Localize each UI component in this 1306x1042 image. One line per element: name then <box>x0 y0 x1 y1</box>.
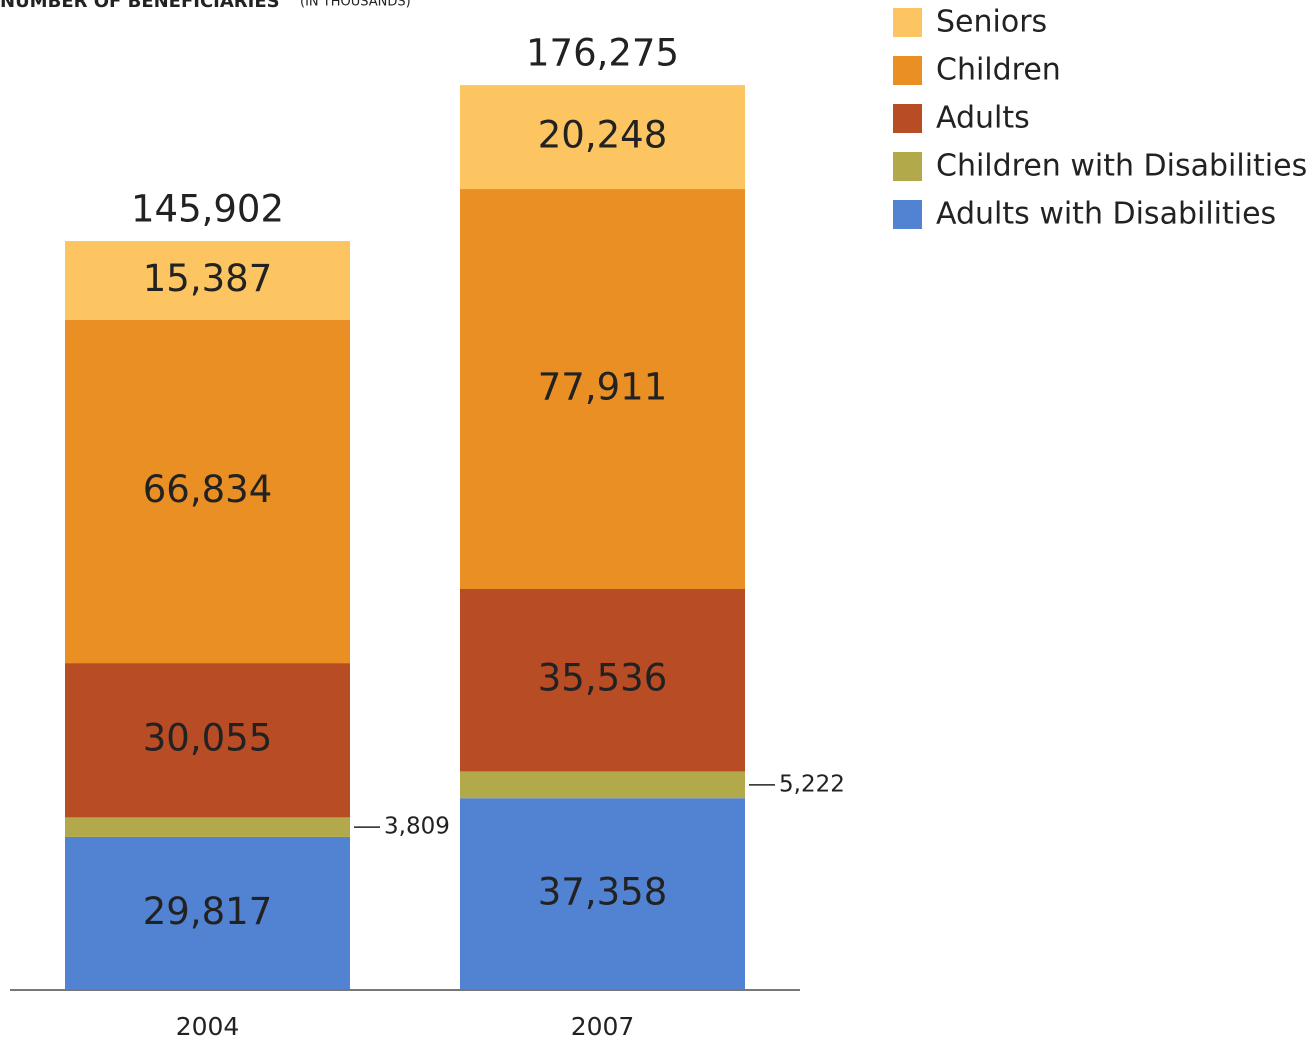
data-label: 30,055 <box>143 717 272 760</box>
legend-swatch <box>893 56 922 85</box>
data-label: 37,358 <box>538 871 667 914</box>
data-label: 15,387 <box>143 257 272 300</box>
total-label: 145,902 <box>131 188 284 231</box>
legend-label: Adults with Disabilities <box>936 197 1276 232</box>
bar-segment <box>460 771 745 799</box>
legend-swatch <box>893 8 922 37</box>
bar-segment <box>460 798 745 990</box>
data-label: 5,222 <box>779 771 845 797</box>
x-tick-label: 2004 <box>176 1012 240 1041</box>
total-label: 176,275 <box>526 32 679 75</box>
legend-label: Seniors <box>936 5 1047 40</box>
bar-segment <box>460 85 745 190</box>
bar-segment <box>460 189 745 590</box>
x-tick-label: 2007 <box>571 1012 635 1041</box>
legend-label: Adults <box>936 101 1030 136</box>
chart-subtitle: (IN THOUSANDS) <box>300 0 411 10</box>
data-label: 77,911 <box>538 366 667 409</box>
data-label: 29,817 <box>143 890 272 933</box>
data-label: 66,834 <box>143 468 272 511</box>
bar-segment <box>65 817 350 837</box>
bar-segment <box>65 836 350 990</box>
bar-segment <box>65 241 350 321</box>
legend-swatch <box>893 200 922 229</box>
legend-label: Children with Disabilities <box>936 149 1306 184</box>
bar-segment <box>65 663 350 818</box>
chart-title: NUMBER OF BENEFICIARIES <box>0 0 280 12</box>
data-label: 35,536 <box>538 657 667 700</box>
legend-label: Children <box>936 53 1061 88</box>
legend-swatch <box>893 104 922 133</box>
bar-segment <box>460 589 745 772</box>
data-label: 3,809 <box>384 814 450 840</box>
bar-segment <box>65 320 350 664</box>
data-label: 20,248 <box>538 114 667 157</box>
legend-swatch <box>893 152 922 181</box>
